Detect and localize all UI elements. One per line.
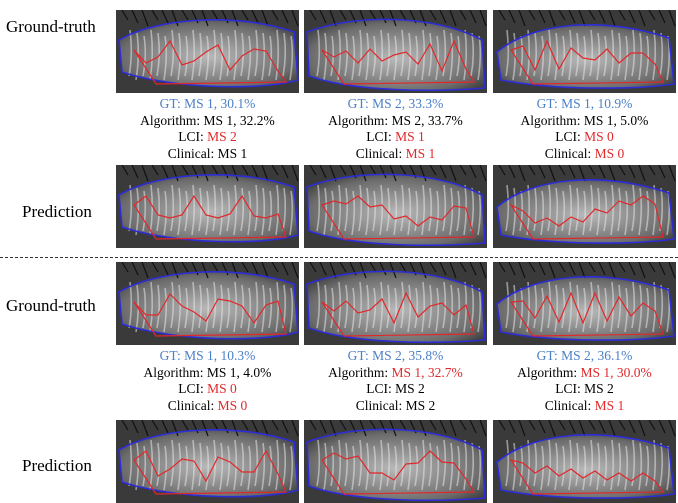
lci-value: MS 0 xyxy=(584,129,614,144)
algorithm-line: Algorithm: MS 1, 5.0% xyxy=(493,113,676,130)
clinical-line: Clinical: MS 2 xyxy=(304,398,487,415)
algorithm-line: Algorithm: MS 1, 30.0% xyxy=(493,365,676,382)
meibography-panel-prediction xyxy=(116,420,299,503)
lci-prefix: LCI: xyxy=(178,129,208,144)
clinical-prefix: Clinical: xyxy=(544,397,595,413)
eyelid-image xyxy=(116,420,299,503)
gt-value: GT: MS 2, 35.8% xyxy=(347,348,444,363)
algorithm-prefix: Algorithm: xyxy=(328,364,392,380)
caption-block: GT: MS 2, 35.8% Algorithm: MS 1, 32.7% L… xyxy=(304,348,487,414)
algorithm-line: Algorithm: MS 1, 4.0% xyxy=(116,365,299,382)
clinical-value: MS 0 xyxy=(217,397,248,413)
row-label-prediction-1: Prediction xyxy=(22,202,92,221)
meibography-panel-gt xyxy=(116,10,299,93)
caption-block: GT: MS 1, 10.9% Algorithm: MS 1, 5.0% LC… xyxy=(493,96,676,162)
gt-value: GT: MS 2, 33.3% xyxy=(347,96,444,111)
eyelid-image xyxy=(116,262,299,345)
lci-line: LCI: MS 0 xyxy=(116,381,299,398)
eyelid-image xyxy=(304,165,487,248)
row-label-prediction-2: Prediction xyxy=(22,456,92,475)
lci-line: LCI: MS 1 xyxy=(304,129,487,146)
clinical-value: MS 1 xyxy=(405,145,436,161)
algorithm-value: MS 1, 32.2% xyxy=(203,112,275,128)
caption-block: GT: MS 1, 30.1% Algorithm: MS 1, 32.2% L… xyxy=(116,96,299,162)
eyelid-image xyxy=(116,10,299,93)
lci-line: LCI: MS 2 xyxy=(116,129,299,146)
clinical-line: Clinical: MS 1 xyxy=(493,398,676,415)
eyelid-image xyxy=(493,420,676,503)
gt-value: GT: MS 1, 30.1% xyxy=(159,96,256,111)
lci-prefix: LCI: xyxy=(366,381,396,396)
gt-value: GT: MS 1, 10.3% xyxy=(159,348,256,363)
clinical-line: Clinical: MS 0 xyxy=(493,146,676,163)
meibography-panel-gt xyxy=(304,10,487,93)
clinical-prefix: Clinical: xyxy=(355,397,406,413)
algorithm-prefix: Algorithm: xyxy=(517,364,581,380)
lci-line: LCI: MS 2 xyxy=(493,381,676,398)
eyelid-image xyxy=(304,10,487,93)
meibography-panel-gt xyxy=(493,10,676,93)
lci-value: MS 2 xyxy=(207,129,237,144)
eyelid-image xyxy=(304,262,487,345)
clinical-prefix: Clinical: xyxy=(167,397,218,413)
clinical-line: Clinical: MS 1 xyxy=(116,146,299,163)
row-label-ground-truth-1: Ground-truth xyxy=(6,17,96,36)
clinical-value: MS 1 xyxy=(594,397,625,413)
caption-block: GT: MS 2, 36.1% Algorithm: MS 1, 30.0% L… xyxy=(493,348,676,414)
meibography-panel-prediction xyxy=(116,165,299,248)
meibography-panel-prediction xyxy=(304,165,487,248)
clinical-line: Clinical: MS 0 xyxy=(116,398,299,415)
algorithm-value: MS 1, 30.0% xyxy=(580,364,652,380)
row-label-ground-truth-2: Ground-truth xyxy=(6,296,96,315)
clinical-value: MS 0 xyxy=(594,145,625,161)
algorithm-prefix: Algorithm: xyxy=(140,112,204,128)
clinical-value: MS 1 xyxy=(217,145,248,161)
lci-value: MS 1 xyxy=(395,129,425,144)
caption-block: GT: MS 1, 10.3% Algorithm: MS 1, 4.0% LC… xyxy=(116,348,299,414)
algorithm-prefix: Algorithm: xyxy=(520,112,584,128)
algorithm-prefix: Algorithm: xyxy=(328,112,392,128)
algorithm-value: MS 1, 4.0% xyxy=(206,364,272,380)
gt-value: GT: MS 2, 36.1% xyxy=(536,348,633,363)
eyelid-image xyxy=(493,262,676,345)
algorithm-value: MS 1, 32.7% xyxy=(391,364,463,380)
eyelid-image xyxy=(493,165,676,248)
lci-line: LCI: MS 2 xyxy=(304,381,487,398)
meibography-panel-gt xyxy=(304,262,487,345)
eyelid-image xyxy=(493,10,676,93)
algorithm-value: MS 1, 5.0% xyxy=(583,112,649,128)
clinical-line: Clinical: MS 1 xyxy=(304,146,487,163)
eyelid-image xyxy=(304,420,487,503)
eyelid-image xyxy=(116,165,299,248)
meibography-panel-gt xyxy=(116,262,299,345)
lci-value: MS 2 xyxy=(584,381,614,396)
lci-value: MS 2 xyxy=(395,381,425,396)
gt-value: GT: MS 1, 10.9% xyxy=(536,96,633,111)
lci-prefix: LCI: xyxy=(178,381,208,396)
clinical-prefix: Clinical: xyxy=(544,145,595,161)
algorithm-line: Algorithm: MS 1, 32.2% xyxy=(116,113,299,130)
meibography-panel-gt xyxy=(493,262,676,345)
clinical-value: MS 2 xyxy=(405,397,436,413)
clinical-prefix: Clinical: xyxy=(167,145,218,161)
algorithm-line: Algorithm: MS 1, 32.7% xyxy=(304,365,487,382)
algorithm-value: MS 2, 33.7% xyxy=(391,112,463,128)
lci-value: MS 0 xyxy=(207,381,237,396)
algorithm-line: Algorithm: MS 2, 33.7% xyxy=(304,113,487,130)
meibography-panel-prediction xyxy=(493,165,676,248)
lci-prefix: LCI: xyxy=(366,129,396,144)
caption-block: GT: MS 2, 33.3% Algorithm: MS 2, 33.7% L… xyxy=(304,96,487,162)
group-divider xyxy=(0,257,678,258)
meibography-panel-prediction xyxy=(493,420,676,503)
lci-line: LCI: MS 0 xyxy=(493,129,676,146)
clinical-prefix: Clinical: xyxy=(355,145,406,161)
lci-prefix: LCI: xyxy=(555,381,585,396)
algorithm-prefix: Algorithm: xyxy=(143,364,207,380)
meibography-panel-prediction xyxy=(304,420,487,503)
lci-prefix: LCI: xyxy=(555,129,585,144)
